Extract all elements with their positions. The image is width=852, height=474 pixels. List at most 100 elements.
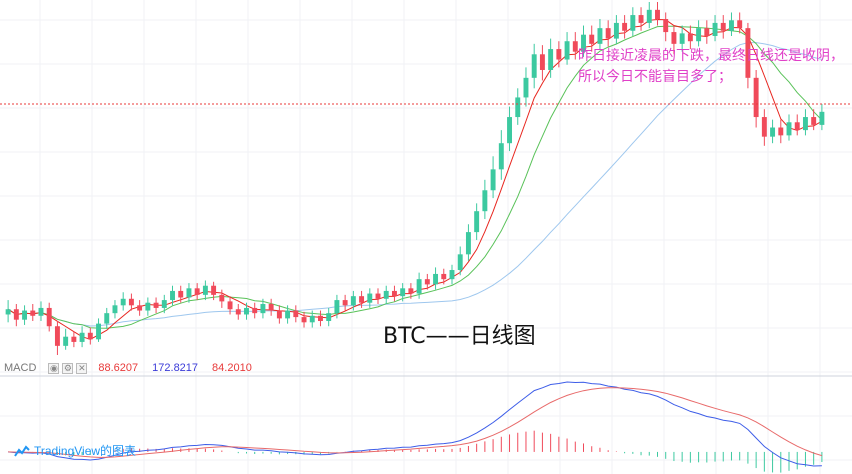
candle-body — [46, 307, 52, 327]
candle-body — [490, 169, 496, 191]
candle-body — [30, 310, 36, 316]
candle-body — [178, 290, 184, 298]
candle-body — [375, 293, 381, 299]
candle-body — [293, 310, 299, 318]
candle-body — [137, 305, 143, 311]
candle-body — [38, 307, 44, 316]
ma-slow-line — [7, 42, 823, 327]
candle-body — [408, 288, 414, 294]
candle-body — [334, 300, 340, 314]
candle-body — [87, 332, 93, 340]
candle-body — [63, 336, 69, 346]
candle-body — [515, 97, 521, 118]
candle-body — [663, 18, 669, 33]
candle-body — [770, 127, 776, 137]
candle-body — [202, 285, 208, 295]
close-icon[interactable]: ✕ — [76, 362, 88, 374]
candle-body — [655, 9, 660, 19]
candle-body — [745, 28, 751, 78]
candle-body — [811, 117, 817, 125]
candle-body — [433, 273, 439, 285]
candle-body — [424, 279, 430, 285]
candle-body — [5, 309, 11, 315]
candle-body — [605, 28, 611, 39]
candle-body — [548, 49, 554, 70]
candle-body — [507, 117, 512, 144]
candle-body — [96, 323, 101, 340]
candle-body — [227, 301, 233, 310]
candle-body — [350, 296, 356, 306]
macd-value-histogram: 88.6207 — [98, 362, 139, 374]
candle-body — [276, 310, 282, 319]
candle-body — [252, 307, 258, 314]
candle-body — [704, 28, 710, 36]
tradingview-logo-icon — [14, 444, 30, 457]
candle-body — [145, 302, 151, 311]
candle-body — [260, 304, 266, 314]
candle-body — [630, 15, 636, 31]
candle-body — [235, 309, 241, 315]
candle-body — [391, 290, 397, 297]
candle-body — [581, 34, 586, 52]
candle-body — [465, 232, 471, 255]
candle-body — [761, 117, 767, 137]
candle-body — [696, 28, 702, 42]
macd-dea-line — [8, 387, 823, 458]
candle-body — [194, 288, 200, 295]
candle-body — [729, 20, 734, 31]
candle-body — [416, 279, 422, 294]
candle-body — [170, 290, 175, 301]
candle-body — [622, 22, 628, 31]
candle-body — [819, 111, 825, 125]
candle-body — [712, 22, 718, 36]
candle-body — [161, 300, 167, 308]
tradingview-watermark[interactable]: TradingView的图表 — [14, 442, 136, 459]
watermark-text: TradingView的图表 — [34, 444, 137, 458]
ma-mid-line — [7, 25, 823, 329]
candle-body — [802, 117, 808, 131]
macd-label: MACD — [4, 362, 37, 374]
macd-legend: MACD ◉ ⚙ ✕ 88.6207 172.8217 84.2010 — [0, 361, 252, 375]
chart-title: BTC——日线图 — [383, 324, 536, 349]
candle-body — [572, 41, 578, 52]
ma-fast-line — [7, 18, 823, 340]
candle-body — [753, 77, 759, 118]
candle-body — [104, 313, 110, 324]
moving-average-mid — [7, 25, 823, 329]
moving-average-slow — [7, 42, 823, 327]
candle-body — [326, 313, 332, 322]
candle-body — [679, 33, 685, 44]
candle-body — [564, 41, 570, 60]
macd-dif-line — [8, 381, 822, 467]
chart-annotation: 昨日接近凌晨的下跌，最终日线还是收阴，所以今日不能盲目多了； — [578, 48, 844, 85]
candle-body — [646, 9, 652, 23]
candle-body — [589, 34, 595, 44]
macd-value-dea: 84.2010 — [212, 362, 252, 374]
candles — [5, 2, 825, 355]
candle-body — [211, 285, 217, 295]
candle-body — [268, 304, 274, 311]
candle-body — [597, 28, 603, 44]
candle-body — [342, 300, 348, 306]
candle-body — [457, 254, 463, 271]
gear-icon[interactable]: ⚙ — [62, 362, 74, 374]
candle-body — [638, 15, 644, 23]
candle-body — [671, 32, 677, 44]
candle-body — [794, 122, 800, 131]
candle-body — [449, 270, 455, 280]
candle-body — [400, 288, 406, 297]
candle-body — [244, 307, 249, 315]
candle-body — [720, 22, 726, 31]
candle-body — [539, 54, 545, 70]
eye-icon[interactable]: ◉ — [48, 362, 60, 374]
candle-body — [128, 298, 134, 306]
candle-body — [318, 315, 323, 322]
macd-lines — [8, 381, 823, 467]
candle-body — [219, 294, 225, 302]
candle-body — [778, 127, 784, 136]
candle-body — [498, 143, 504, 170]
candle-body — [556, 49, 562, 60]
candle-body — [54, 326, 60, 346]
